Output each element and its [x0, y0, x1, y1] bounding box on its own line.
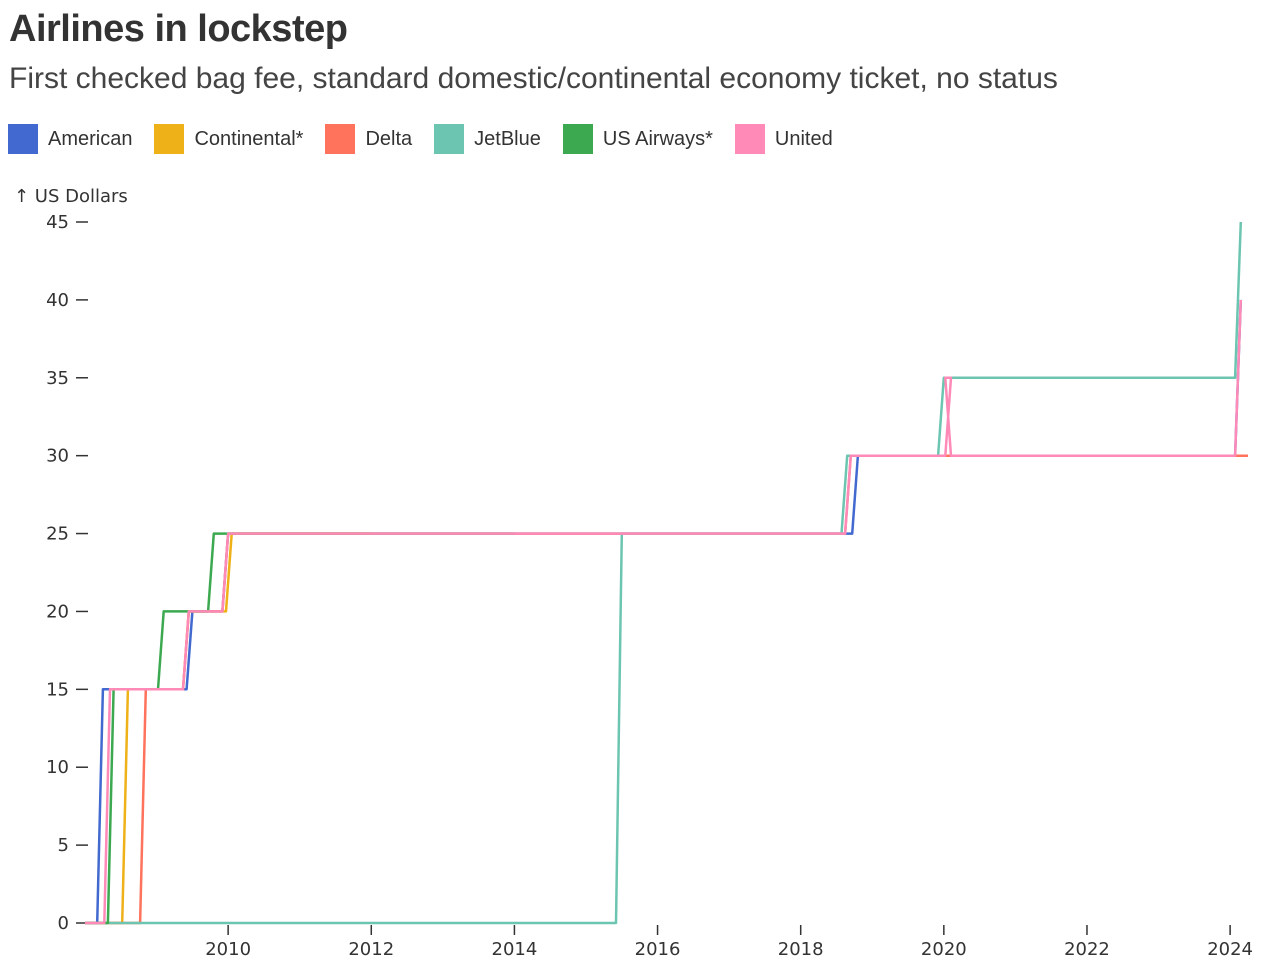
- y-tick-label: 30: [46, 446, 69, 467]
- series-line-delta: [85, 454, 1248, 925]
- legend-swatch-continental: [154, 124, 185, 154]
- x-tick-label: 2020: [921, 939, 967, 960]
- y-tick-label: 40: [46, 290, 69, 311]
- x-tick-label: 2012: [348, 939, 394, 960]
- x-tick-label: 2022: [1064, 939, 1110, 960]
- x-tick-label: 2016: [635, 939, 681, 960]
- x-tick-label: 2010: [205, 939, 251, 960]
- legend-item-delta: Delta: [325, 124, 412, 154]
- y-tick-label: 25: [46, 524, 69, 545]
- x-axis: 2010 2012 2014 2016 2018 2020 2022 2024: [205, 925, 1253, 960]
- series-layer: [85, 221, 1248, 925]
- series-line-united: [85, 299, 1243, 925]
- x-tick-label: 2014: [492, 939, 538, 960]
- legend-swatch-us-airways: [562, 124, 593, 154]
- series-line-us-airways: [85, 532, 515, 925]
- legend-label-jetblue: JetBlue: [474, 127, 541, 150]
- y-tick-label: 15: [46, 679, 69, 700]
- y-tick-label: 35: [46, 368, 69, 389]
- x-tick-label: 2024: [1207, 939, 1253, 960]
- y-tick-label: 0: [58, 913, 69, 934]
- legend-label-continental: Continental*: [194, 127, 304, 150]
- series-line-continental: [85, 532, 372, 925]
- legend-item-american: American: [8, 124, 132, 154]
- legend-label-united: United: [774, 127, 833, 150]
- legend: American Continental* Delta JetBlue US A…: [8, 124, 855, 154]
- x-tick-label: 2018: [778, 939, 824, 960]
- chart-subtitle: First checked bag fee, standard domestic…: [9, 62, 1058, 95]
- series-line-jetblue: [85, 221, 1243, 925]
- y-tick-label: 45: [46, 212, 69, 233]
- y-tick-label: 10: [46, 757, 69, 778]
- legend-item-us-airways: US Airways*: [562, 124, 713, 154]
- legend-swatch-delta: [325, 124, 356, 154]
- chart-title: Airlines in lockstep: [9, 8, 348, 50]
- y-axis: 0 5 10 15 20 25 30 35 40 45: [46, 212, 88, 934]
- y-tick-label: 5: [58, 835, 69, 856]
- y-tick-label: 20: [46, 601, 69, 622]
- legend-swatch-jetblue: [434, 124, 465, 154]
- legend-swatch-united: [734, 124, 765, 154]
- legend-label-american: American: [48, 127, 133, 150]
- series-line-american: [85, 299, 1243, 925]
- legend-item-jetblue: JetBlue: [434, 124, 541, 154]
- y-axis-label: ↑ US Dollars: [14, 186, 128, 207]
- legend-swatch-american: [8, 124, 38, 154]
- legend-label-delta: Delta: [365, 127, 413, 150]
- legend-item-continental: Continental*: [154, 124, 303, 154]
- legend-item-united: United: [734, 124, 833, 154]
- legend-label-us-airways: US Airways*: [602, 127, 713, 150]
